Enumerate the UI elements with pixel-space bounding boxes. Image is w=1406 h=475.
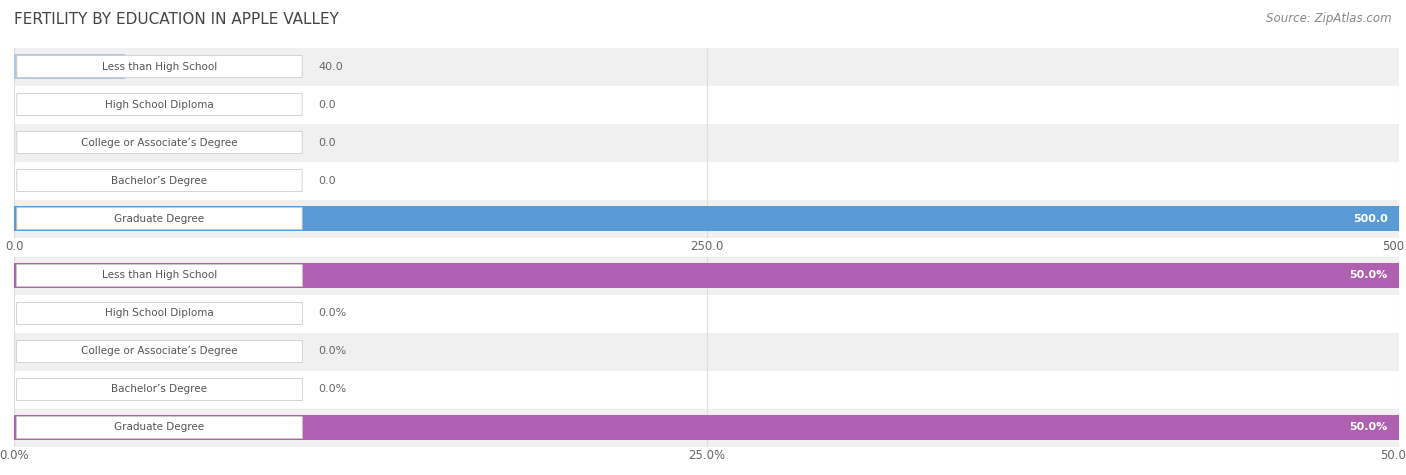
Bar <box>14 294 1399 332</box>
Text: 50.0%: 50.0% <box>1350 422 1388 433</box>
FancyBboxPatch shape <box>17 379 302 400</box>
FancyBboxPatch shape <box>17 170 302 191</box>
Bar <box>14 408 1399 446</box>
Text: 500.0: 500.0 <box>1353 213 1388 224</box>
Bar <box>14 256 1399 294</box>
Text: Bachelor’s Degree: Bachelor’s Degree <box>111 175 208 186</box>
Text: College or Associate’s Degree: College or Associate’s Degree <box>82 346 238 357</box>
Text: 40.0: 40.0 <box>319 61 343 72</box>
Text: 0.0%: 0.0% <box>319 384 347 395</box>
FancyBboxPatch shape <box>17 132 302 153</box>
Text: Less than High School: Less than High School <box>101 270 217 281</box>
Text: High School Diploma: High School Diploma <box>105 99 214 110</box>
Text: High School Diploma: High School Diploma <box>105 308 214 319</box>
Bar <box>14 263 1399 288</box>
Text: College or Associate’s Degree: College or Associate’s Degree <box>82 137 238 148</box>
Bar <box>14 86 1399 124</box>
Bar <box>14 415 1399 440</box>
Text: Bachelor’s Degree: Bachelor’s Degree <box>111 384 208 395</box>
Text: 50.0%: 50.0% <box>1350 270 1388 281</box>
Text: 0.0: 0.0 <box>319 175 336 186</box>
Text: 0.0: 0.0 <box>319 137 336 148</box>
Bar <box>14 332 1399 371</box>
Text: Graduate Degree: Graduate Degree <box>114 213 204 224</box>
Text: FERTILITY BY EDUCATION IN APPLE VALLEY: FERTILITY BY EDUCATION IN APPLE VALLEY <box>14 12 339 27</box>
Bar <box>14 206 1399 231</box>
Text: Graduate Degree: Graduate Degree <box>114 422 204 433</box>
FancyBboxPatch shape <box>17 341 302 362</box>
Text: Source: ZipAtlas.com: Source: ZipAtlas.com <box>1267 12 1392 25</box>
Bar <box>14 162 1399 199</box>
Bar <box>14 124 1399 162</box>
FancyBboxPatch shape <box>17 56 302 77</box>
Text: 0.0%: 0.0% <box>319 308 347 319</box>
FancyBboxPatch shape <box>17 208 302 229</box>
Bar <box>14 54 125 79</box>
FancyBboxPatch shape <box>17 265 302 286</box>
Bar <box>14 370 1399 408</box>
FancyBboxPatch shape <box>17 303 302 324</box>
FancyBboxPatch shape <box>17 94 302 115</box>
Text: 0.0: 0.0 <box>319 99 336 110</box>
Bar <box>14 200 1399 238</box>
Text: Less than High School: Less than High School <box>101 61 217 72</box>
Bar <box>14 48 1399 86</box>
FancyBboxPatch shape <box>17 417 302 438</box>
Text: 0.0%: 0.0% <box>319 346 347 357</box>
